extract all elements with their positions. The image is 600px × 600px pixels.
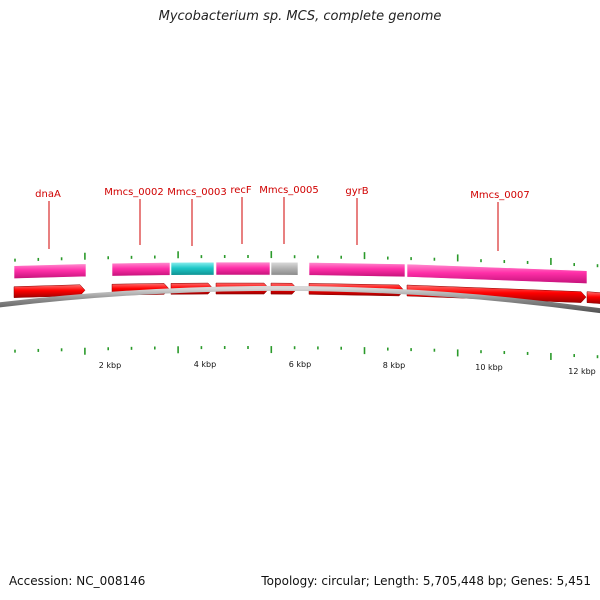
gene-label[interactable]: gyrB (345, 186, 368, 197)
bottom-tick-row (14, 346, 599, 360)
gene-bar[interactable] (170, 261, 215, 276)
gene-track (13, 261, 588, 284)
gene-label[interactable]: Mmcs_0007 (470, 190, 530, 201)
gene-bar[interactable] (215, 261, 271, 276)
cds-arrow[interactable] (13, 284, 86, 298)
gene-bar[interactable] (308, 262, 406, 278)
gene-label[interactable]: dnaA (35, 189, 61, 200)
gene-label-layer: dnaA Mmcs_0002 Mmcs_0003 recF Mmcs_0005 gyrB M… (35, 185, 530, 251)
scale-label: 2 kbp (99, 361, 121, 370)
scale-label: 12 kbp (568, 367, 596, 376)
top-tick-row (14, 251, 599, 268)
cds-arrow[interactable] (586, 291, 600, 304)
scale-label: 4 kbp (194, 360, 216, 369)
gene-label[interactable]: Mmcs_0002 (104, 187, 164, 198)
scale-label: 10 kbp (475, 363, 503, 372)
scale-label-layer: 2 kbp 4 kbp 6 kbp 8 kbp 10 kbp 12 kbp (99, 360, 596, 376)
gene-bar[interactable] (111, 262, 171, 277)
scale-label: 6 kbp (289, 360, 311, 369)
accession-text: Accession: NC_008146 (9, 574, 146, 588)
gene-label[interactable]: Mmcs_0005 (259, 185, 319, 196)
map-title: Mycobacterium sp. MCS, complete genome (158, 9, 442, 24)
gene-bar[interactable] (406, 263, 588, 284)
gene-label[interactable]: recF (230, 185, 252, 196)
gene-bar[interactable] (13, 263, 87, 279)
scale-label: 8 kbp (383, 361, 405, 370)
genome-backbone (0, 285, 600, 314)
gene-bar[interactable] (270, 261, 299, 276)
genome-summary: Topology: circular; Length: 5,705,448 bp… (261, 574, 591, 588)
gene-label[interactable]: Mmcs_0003 (167, 187, 227, 198)
